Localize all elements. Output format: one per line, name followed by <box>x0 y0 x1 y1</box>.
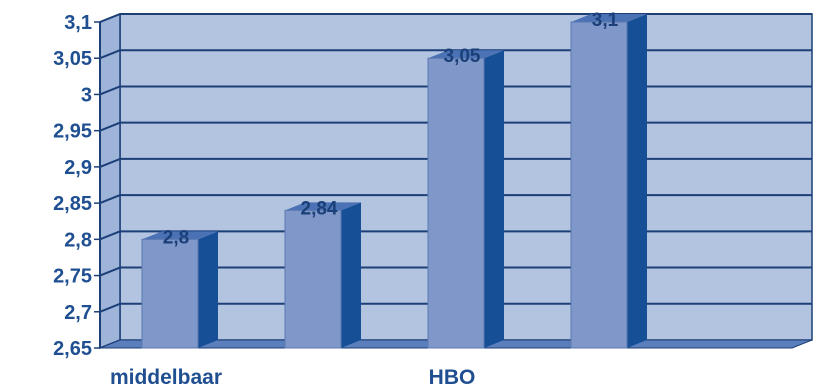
bar <box>284 209 342 349</box>
y-tick-label: 2,85 <box>53 193 92 215</box>
bar-top <box>571 14 647 22</box>
gridline-side <box>99 194 121 205</box>
gridline-side <box>99 302 121 313</box>
y-tick-labels: 2,65 2,7 2,75 2,8 2,85 2,9 2,95 3 3,05 3,1 <box>53 12 92 360</box>
bar <box>141 238 199 349</box>
gridline-side <box>99 49 121 60</box>
y-tick-label: 2,65 <box>53 338 92 360</box>
x-tick-label: middelbaar <box>110 366 222 389</box>
y-tick-label: 3,05 <box>53 48 92 70</box>
gridline-side <box>99 121 121 132</box>
gridline-side <box>99 13 121 23</box>
bar-side <box>198 231 218 348</box>
x-tick-label: HBO <box>429 366 476 389</box>
gridline-side <box>99 266 121 277</box>
data-label: 2,84 <box>301 198 338 219</box>
gridline-side <box>99 157 121 168</box>
bar-top <box>142 231 218 240</box>
data-label: 3,1 <box>592 10 619 31</box>
bar-side <box>484 50 504 348</box>
y-tick-label: 3,1 <box>64 12 92 34</box>
bar <box>427 57 485 349</box>
bar-top <box>285 202 361 211</box>
data-labels: 2,8 2,84 3,05 3,1 <box>163 10 619 248</box>
y-tick-label: 2,8 <box>64 229 92 251</box>
gridline-side <box>99 230 121 241</box>
y-tick-label: 2,75 <box>53 266 92 288</box>
bar-top <box>428 50 504 59</box>
y-tick-label: 2,9 <box>64 157 92 179</box>
data-label: 2,8 <box>163 227 189 248</box>
bar <box>570 21 628 349</box>
category-labels: middelbaar HBO <box>110 366 475 389</box>
gridline-side <box>99 85 121 96</box>
bars-group <box>141 14 647 349</box>
bar-side <box>627 14 647 348</box>
y-tick-label: 2,95 <box>53 121 92 143</box>
bar-side <box>341 202 361 348</box>
side-wall <box>99 12 121 350</box>
y-tick-label: 3 <box>81 84 92 106</box>
y-tick-label: 2,7 <box>64 302 92 324</box>
data-label: 3,05 <box>444 46 481 67</box>
